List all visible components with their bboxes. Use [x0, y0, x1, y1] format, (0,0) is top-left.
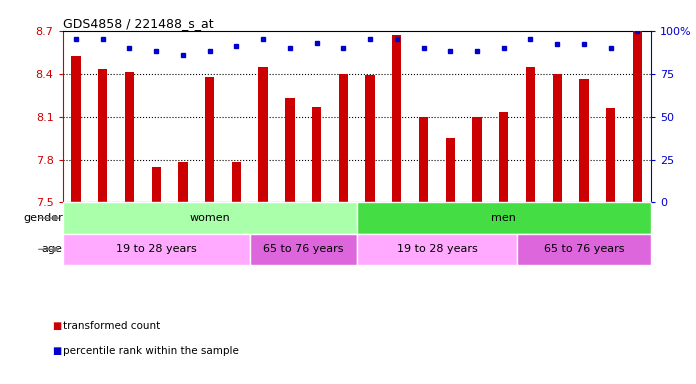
- Bar: [71, 56, 81, 202]
- Bar: [419, 117, 428, 202]
- Text: age: age: [42, 244, 63, 254]
- Text: percentile rank within the sample: percentile rank within the sample: [63, 346, 239, 356]
- Bar: [356, 202, 651, 234]
- Text: 65 to 76 years: 65 to 76 years: [544, 244, 624, 254]
- Bar: [517, 234, 651, 265]
- Bar: [392, 35, 402, 202]
- Bar: [499, 112, 508, 202]
- Text: ■: ■: [52, 346, 61, 356]
- Bar: [339, 74, 348, 202]
- Bar: [152, 167, 161, 202]
- Bar: [579, 79, 589, 202]
- Bar: [178, 162, 188, 202]
- Bar: [125, 72, 134, 202]
- Text: men: men: [491, 213, 516, 223]
- Text: 19 to 28 years: 19 to 28 years: [397, 244, 477, 254]
- Bar: [258, 66, 268, 202]
- Bar: [445, 138, 455, 202]
- Bar: [98, 70, 107, 202]
- Text: GDS4858 / 221488_s_at: GDS4858 / 221488_s_at: [63, 17, 213, 30]
- Bar: [205, 76, 214, 202]
- Bar: [63, 202, 356, 234]
- Text: gender: gender: [23, 213, 63, 223]
- Bar: [285, 98, 294, 202]
- Text: transformed count: transformed count: [63, 321, 160, 331]
- Bar: [312, 107, 322, 202]
- Bar: [633, 31, 642, 202]
- Bar: [356, 234, 517, 265]
- Bar: [553, 74, 562, 202]
- Bar: [473, 117, 482, 202]
- Bar: [606, 108, 615, 202]
- Text: 65 to 76 years: 65 to 76 years: [263, 244, 344, 254]
- Text: ■: ■: [52, 321, 61, 331]
- Bar: [232, 162, 241, 202]
- Bar: [525, 66, 535, 202]
- Bar: [365, 75, 374, 202]
- Bar: [250, 234, 357, 265]
- Bar: [63, 234, 250, 265]
- Text: 19 to 28 years: 19 to 28 years: [116, 244, 196, 254]
- Text: women: women: [189, 213, 230, 223]
